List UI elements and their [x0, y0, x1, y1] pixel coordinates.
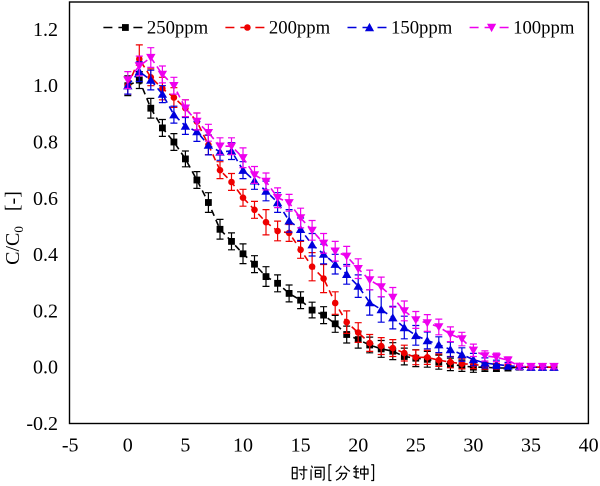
- svg-text:0: 0: [123, 435, 133, 457]
- svg-text:35: 35: [521, 435, 541, 457]
- svg-text:0.4: 0.4: [33, 244, 58, 266]
- svg-text:15: 15: [291, 435, 311, 457]
- svg-text:25: 25: [406, 435, 426, 457]
- svg-text:0.0: 0.0: [33, 357, 58, 379]
- svg-text:0.8: 0.8: [33, 132, 58, 154]
- svg-text:30: 30: [463, 435, 483, 457]
- svg-text:20: 20: [348, 435, 368, 457]
- svg-text:-0.2: -0.2: [26, 413, 58, 435]
- svg-text:250ppm: 250ppm: [147, 18, 209, 39]
- svg-text:100ppm: 100ppm: [513, 18, 575, 39]
- svg-text:-5: -5: [62, 435, 79, 457]
- svg-text:5: 5: [180, 435, 190, 457]
- svg-text:200ppm: 200ppm: [269, 18, 331, 39]
- svg-text:150ppm: 150ppm: [391, 18, 453, 39]
- svg-text:C/C0 [-]: C/C0 [-]: [2, 191, 26, 265]
- svg-text:1.0: 1.0: [33, 75, 58, 97]
- svg-text:0.6: 0.6: [33, 188, 58, 210]
- svg-text:1.2: 1.2: [33, 19, 58, 41]
- svg-text:40: 40: [579, 435, 599, 457]
- svg-text:10: 10: [233, 435, 253, 457]
- svg-text:0.2: 0.2: [33, 300, 58, 322]
